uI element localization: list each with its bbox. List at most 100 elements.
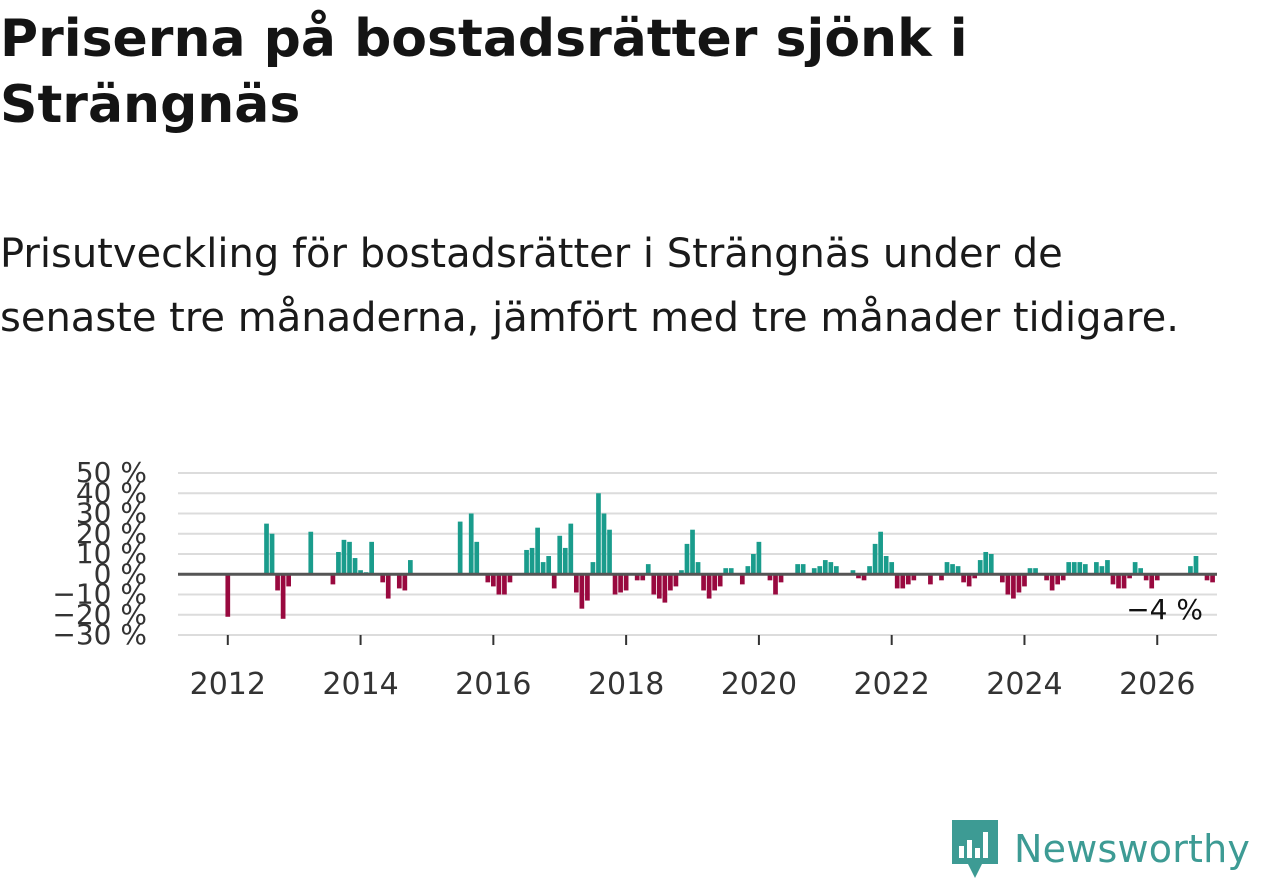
bar [961, 574, 966, 583]
bar [1193, 556, 1199, 575]
bar [706, 574, 712, 599]
bar [1005, 574, 1011, 595]
bar-series [225, 493, 1215, 619]
bar [596, 493, 601, 575]
bar [1022, 574, 1027, 587]
bar [468, 513, 474, 575]
bar [540, 562, 546, 575]
bar [369, 541, 374, 575]
bar [1210, 574, 1215, 583]
bar [800, 564, 806, 575]
x-axis: 2012 2014 2016 2018 2020 2022 2024 2026 [190, 635, 1195, 702]
bar [1044, 574, 1049, 581]
bar [1060, 574, 1066, 581]
bar [872, 543, 878, 575]
latest-value-label: −4 % [1126, 593, 1203, 626]
bar [1138, 568, 1143, 575]
bar [1027, 568, 1033, 575]
bar [795, 564, 800, 575]
bar [944, 562, 950, 575]
x-tick-label: 2026 [1119, 667, 1195, 702]
bar [701, 574, 706, 591]
bar [408, 560, 413, 575]
bar [690, 529, 695, 575]
bar [380, 574, 386, 583]
bar [773, 574, 778, 595]
bar [745, 566, 751, 575]
bar [739, 574, 745, 585]
bar [728, 568, 734, 575]
bar [579, 574, 585, 609]
bar [767, 574, 773, 581]
x-tick-label: 2024 [986, 667, 1062, 702]
bar [557, 535, 563, 575]
bar [457, 521, 463, 575]
bar [983, 551, 989, 575]
bar [1105, 560, 1110, 575]
bar [1127, 574, 1132, 579]
bar [507, 574, 513, 583]
y-tick-label: 20 % [76, 517, 147, 550]
bar [502, 574, 507, 595]
bar [828, 562, 834, 575]
bar [612, 574, 618, 595]
bar [977, 560, 983, 575]
bar [546, 556, 552, 575]
bar [673, 574, 679, 587]
bar [601, 513, 607, 575]
bar [590, 562, 596, 575]
bar [496, 574, 502, 595]
bar [474, 541, 480, 575]
bar [905, 574, 911, 585]
bar [950, 564, 955, 575]
x-tick-label: 2012 [190, 667, 266, 702]
bar [856, 574, 861, 579]
bar [972, 574, 978, 579]
bar [623, 574, 629, 591]
bar [861, 574, 867, 581]
page-title: Priserna på bostadsrätter sjönk i Sträng… [0, 9, 968, 135]
bar [618, 574, 623, 593]
bar [822, 560, 828, 575]
bar [275, 574, 280, 591]
y-tick-label: −10 % [52, 578, 147, 611]
bar [634, 574, 640, 581]
bar [778, 574, 784, 583]
bar [1071, 562, 1077, 575]
bar [640, 574, 646, 581]
bar [900, 574, 906, 589]
bar [524, 549, 529, 575]
bar [889, 562, 895, 575]
bar [1099, 566, 1105, 575]
bar [1082, 564, 1088, 575]
bar [850, 570, 856, 575]
bar [286, 574, 291, 587]
bar [1188, 566, 1193, 575]
bar [562, 547, 568, 575]
bar [717, 574, 723, 587]
bar [867, 566, 872, 575]
bar [396, 574, 402, 589]
bar [834, 566, 839, 575]
bar [928, 574, 933, 585]
bar [264, 523, 269, 575]
brand: Newsworthy [950, 818, 1250, 880]
bar [551, 574, 557, 589]
bar [330, 574, 336, 585]
bar [1121, 574, 1127, 589]
bar [358, 570, 363, 575]
bar [402, 574, 408, 591]
bar [878, 531, 883, 575]
newsworthy-logo-icon [952, 820, 998, 878]
bar [966, 574, 972, 587]
x-tick-label: 2020 [721, 667, 797, 702]
bar [999, 574, 1005, 583]
chart-subtitle: Prisutveckling för bostadsrätter i Strän… [0, 231, 1179, 341]
bar [817, 566, 823, 575]
brand-name: Newsworthy [1014, 827, 1251, 871]
bar [656, 574, 662, 599]
y-tick-label: 40 % [76, 476, 147, 509]
y-tick-label: 50 % [76, 456, 147, 489]
bar [668, 574, 673, 591]
bar [491, 574, 496, 587]
